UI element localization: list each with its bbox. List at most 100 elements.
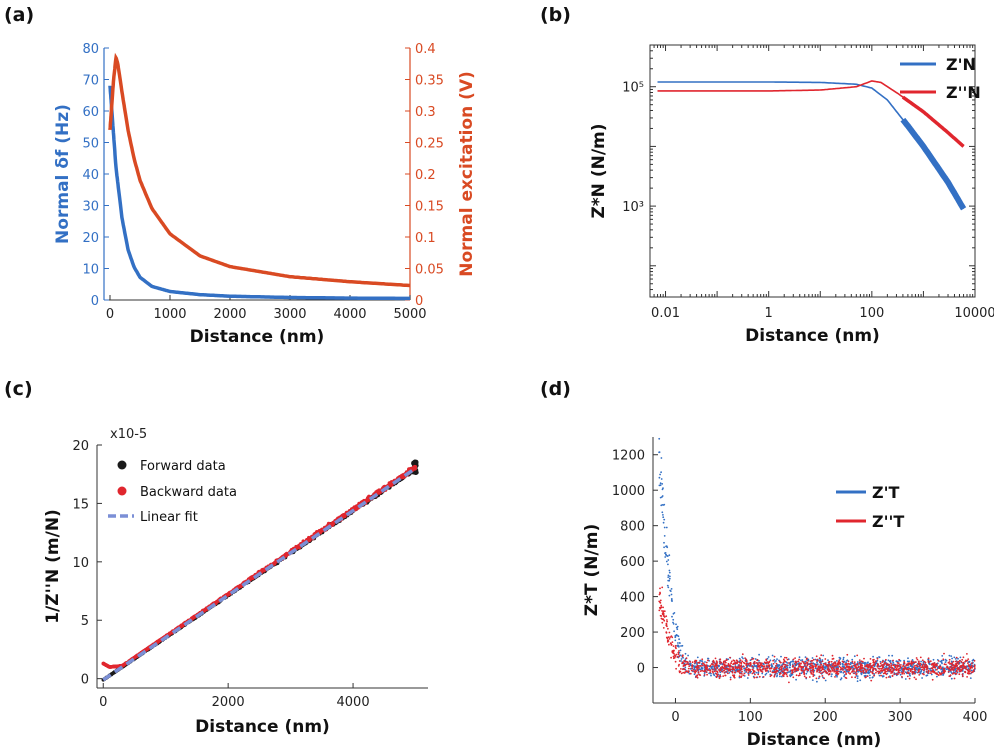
data-point-z-dprime-t	[670, 656, 672, 659]
data-point-z-dprime-t	[930, 670, 932, 673]
data-point-z-dprime-t	[874, 668, 876, 670]
data-point-z-prime-t	[842, 671, 845, 674]
data-point-z-dprime-t	[827, 667, 830, 670]
data-point-z-dprime-t	[914, 664, 916, 667]
data-point-z-prime-t	[932, 658, 935, 661]
data-point-z-dprime-t	[885, 676, 888, 679]
data-point-z-dprime-t	[834, 676, 836, 678]
data-point-z-prime-t	[662, 514, 664, 516]
data-point-z-prime-t	[789, 675, 792, 678]
data-point-z-dprime-t	[898, 671, 901, 674]
data-point-z-prime-t	[677, 635, 680, 638]
data-point-z-prime-t	[839, 678, 842, 681]
data-point-z-prime-t	[771, 654, 774, 657]
data-point-backward	[108, 665, 113, 669]
data-point-z-dprime-t	[896, 664, 899, 666]
data-point-z-dprime-t	[701, 669, 703, 672]
data-point-z-dprime-t	[716, 673, 718, 676]
data-point-z-prime-t	[734, 664, 737, 666]
data-point-z-prime-t	[663, 535, 666, 537]
data-point-z-prime-t	[851, 658, 854, 661]
data-point-z-prime-t	[920, 670, 923, 673]
data-point-z-prime-t	[859, 679, 862, 682]
data-point-z-prime-t	[881, 675, 884, 677]
data-point-z-dprime-t	[903, 661, 906, 663]
data-point-z-dprime-t	[929, 660, 932, 663]
data-point-z-dprime-t	[677, 653, 680, 656]
data-point-z-prime-t	[790, 674, 793, 677]
data-point-z-dprime-t	[719, 660, 721, 663]
data-point-z-dprime-t	[751, 672, 754, 675]
data-point-z-dprime-t	[918, 664, 921, 667]
data-point-z-dprime-t	[879, 662, 882, 665]
data-point-z-dprime-t	[967, 662, 969, 664]
data-point-z-dprime-t	[669, 642, 672, 644]
data-point-z-dprime-t	[927, 657, 930, 660]
data-point-z-dprime-t	[780, 661, 782, 664]
data-point-z-dprime-t	[943, 652, 945, 655]
data-point-z-prime-t	[758, 653, 760, 656]
data-point-z-prime-t	[940, 668, 942, 671]
data-point-z-dprime-t	[689, 661, 692, 663]
data-point-z-prime-t	[941, 655, 944, 657]
data-point-z-dprime-t	[818, 671, 821, 674]
data-point-z-dprime-t	[972, 669, 975, 671]
data-point-z-dprime-t	[782, 663, 785, 666]
data-point-z-dprime-t	[815, 666, 817, 668]
data-point-z-dprime-t	[967, 672, 970, 675]
data-point-z-dprime-t	[670, 643, 673, 646]
y2-tick-label-a: 0.2	[415, 168, 436, 183]
data-point-z-prime-t	[667, 586, 670, 589]
data-point-z-dprime-t	[701, 658, 704, 661]
data-point-z-dprime-t	[948, 663, 951, 665]
data-point-z-dprime-t	[699, 665, 702, 667]
data-point-z-dprime-t	[713, 661, 716, 664]
data-point-z-dprime-t	[839, 666, 842, 669]
data-point-z-dprime-t	[785, 656, 788, 659]
data-point-z-prime-t	[665, 560, 668, 563]
data-point-z-dprime-t	[765, 659, 768, 662]
data-point-z-dprime-t	[824, 670, 827, 672]
data-point-z-prime-t	[663, 541, 665, 544]
data-point-z-dprime-t	[667, 639, 669, 641]
data-point-z-dprime-t	[729, 665, 732, 668]
legend-marker-backward	[117, 486, 127, 496]
x-tick-label-b: 100	[859, 306, 884, 321]
data-point-z-prime-t	[968, 660, 971, 663]
data-point-z-dprime-t	[862, 671, 865, 674]
data-point-z-dprime-t	[733, 668, 736, 671]
data-point-z-dprime-t	[797, 660, 800, 663]
data-point-z-dprime-t	[682, 654, 684, 657]
data-point-z-dprime-t	[906, 675, 909, 678]
data-point-z-prime-t	[687, 654, 689, 657]
data-point-z-dprime-t	[848, 665, 850, 668]
data-point-z-dprime-t	[704, 669, 707, 672]
data-point-z-dprime-t	[771, 671, 774, 674]
data-point-z-dprime-t	[956, 662, 958, 664]
data-point-z-dprime-t	[783, 666, 786, 669]
data-point-z-dprime-t	[665, 615, 668, 618]
y-axis-label-c: 1/Z''N (m/N)	[43, 509, 63, 624]
data-point-z-dprime-t	[706, 673, 708, 676]
data-point-z-prime-t	[667, 576, 670, 578]
data-point-z-prime-t	[659, 482, 662, 485]
data-point-z-dprime-t	[859, 667, 862, 670]
data-point-z-dprime-t	[798, 672, 801, 675]
y-axis-label-d: Z*T (N/m)	[582, 524, 602, 616]
data-point-z-dprime-t	[707, 659, 709, 662]
legend-label-fit: Linear fit	[140, 510, 198, 525]
data-point-z-dprime-t	[791, 671, 794, 674]
data-point-z-dprime-t	[712, 663, 714, 666]
data-point-z-dprime-t	[911, 668, 914, 671]
data-point-z-dprime-t	[918, 660, 920, 663]
data-point-z-dprime-t	[856, 663, 858, 666]
data-point-z-dprime-t	[890, 666, 892, 669]
data-point-z-dprime-t	[966, 668, 969, 671]
data-point-z-dprime-t	[731, 666, 734, 668]
data-point-z-dprime-t	[671, 636, 674, 639]
data-point-z-dprime-t	[951, 673, 954, 675]
data-point-z-dprime-t	[896, 666, 899, 668]
data-point-z-dprime-t	[678, 663, 680, 666]
data-point-z-dprime-t	[890, 668, 892, 671]
